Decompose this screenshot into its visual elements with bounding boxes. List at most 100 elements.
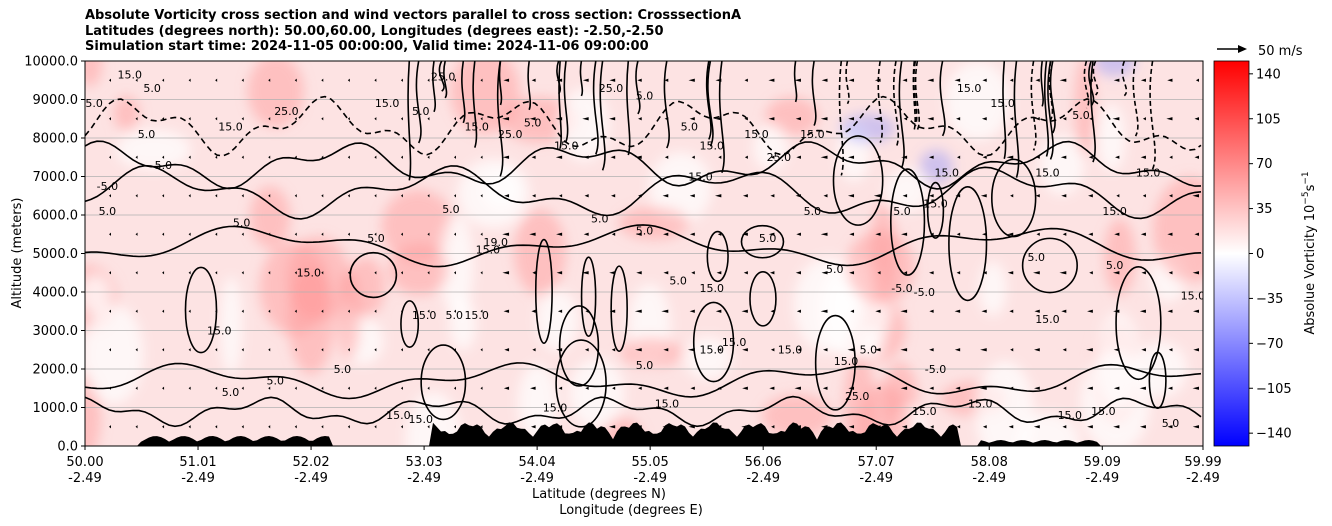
wind-vector (744, 78, 748, 82)
contour-label: 15.0 (1035, 167, 1060, 180)
y-tick-label: 3000.0 (33, 324, 79, 339)
wind-vector (1116, 194, 1120, 198)
wind-vector (635, 232, 642, 236)
wind-vector (1140, 232, 1146, 236)
contour-label: 5.0 (143, 82, 161, 95)
contour-label: 5.0 (334, 363, 352, 376)
field-blob (1153, 176, 1203, 283)
wind-vector (903, 271, 908, 275)
wind-vector (1192, 271, 1199, 275)
x-tick-label-lat: 58.08 (971, 455, 1008, 470)
wind-vector (427, 348, 430, 352)
wind-vector (241, 155, 244, 159)
wind-vector (1008, 425, 1014, 429)
contour-label: 25.0 (431, 70, 456, 83)
contour-line (527, 61, 532, 111)
wind-vector (956, 117, 961, 121)
wind-vector (636, 271, 642, 275)
wind-vector (796, 309, 801, 313)
field-blob (249, 186, 291, 249)
wind-vector (557, 309, 563, 313)
wind-vector (769, 386, 775, 390)
wind-vector (771, 425, 775, 429)
wind-vector (900, 309, 908, 313)
wind-vector (718, 348, 722, 352)
x-axis-label-lon: Longitude (degrees E) (559, 503, 703, 518)
field-blob (761, 394, 833, 438)
wind-vector (162, 78, 165, 82)
contour-label: 25.0 (498, 128, 523, 141)
wind-vector (982, 155, 987, 159)
contour-label: 15.0 (543, 401, 568, 414)
contour-line (85, 395, 1202, 428)
wind-vector (850, 309, 855, 313)
contour-label: 15.0 (1091, 405, 1116, 418)
contour-loop (580, 256, 597, 338)
wind-vector (1194, 117, 1199, 121)
contour-line (496, 61, 504, 177)
wind-vector (1062, 232, 1067, 236)
wind-vector (820, 117, 828, 121)
x-tick-label-lat: 57.07 (858, 455, 895, 470)
field-blob (457, 158, 530, 229)
contour-label: 5.0 (367, 232, 385, 245)
field-blob (259, 240, 330, 335)
y-tick-label: 2000.0 (33, 363, 79, 378)
wind-vector (241, 309, 244, 313)
wind-vector (1088, 232, 1093, 236)
wind-vector (770, 155, 775, 159)
wind-vector (980, 348, 987, 352)
field-blob (979, 261, 1007, 317)
wind-vector (1193, 348, 1199, 352)
wind-vector (162, 386, 165, 390)
wind-vector (927, 117, 934, 121)
wind-vector (188, 155, 191, 159)
wind-vector (294, 194, 297, 198)
contour-line (1048, 61, 1054, 120)
wind-vector (453, 117, 456, 121)
wind-vector (718, 155, 722, 159)
wind-vector (268, 78, 271, 82)
contour-label: 15.0 (118, 68, 143, 81)
contour-line (1043, 61, 1050, 157)
contour-line (415, 61, 422, 144)
wind-vector (321, 348, 324, 352)
y-tick-label: 9000.0 (33, 93, 79, 108)
wind-vector (929, 309, 934, 313)
wind-vector (530, 386, 536, 390)
wind-vector (321, 78, 324, 82)
wind-vector (556, 348, 563, 352)
wind-vector (768, 117, 775, 121)
wind-vector (162, 309, 165, 313)
wind-vector (635, 348, 642, 352)
contour-loop (555, 339, 607, 428)
field-blob (85, 274, 111, 314)
wind-vector (215, 117, 218, 121)
wind-vector (109, 425, 111, 429)
wind-vector (374, 232, 377, 236)
wind-vector (954, 309, 961, 313)
contour-line (913, 61, 918, 127)
wind-vector (743, 271, 748, 275)
contour-loop (740, 224, 785, 259)
wind-vector (1006, 155, 1014, 159)
wind-vector (294, 386, 297, 390)
contour-label: 5.0 (860, 344, 878, 357)
wind-vector (532, 271, 536, 275)
x-tick-label-lon: -2.49 (746, 471, 780, 486)
wind-vector (427, 309, 430, 313)
wind-vector (582, 78, 589, 82)
contour-label: 5.0 (442, 203, 460, 216)
colorbar-tick-label: −105 (1256, 382, 1292, 397)
contour-line (1013, 61, 1020, 178)
wind-vector (796, 155, 801, 159)
wind-vector (612, 386, 616, 390)
wind-vector (135, 425, 138, 429)
wind-vector (849, 271, 855, 275)
wind-vector (453, 232, 456, 236)
wind-vector (634, 309, 642, 313)
wind-vector (480, 78, 483, 82)
wind-vector (689, 232, 695, 236)
x-tick-label-lat: 55.05 (632, 455, 669, 470)
wind-vector (821, 78, 828, 82)
